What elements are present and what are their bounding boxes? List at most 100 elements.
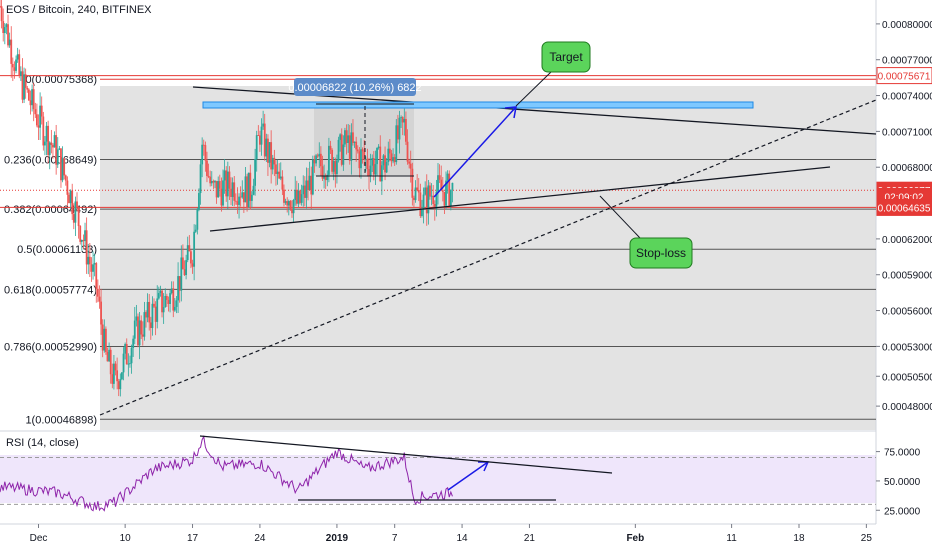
time-axis[interactable]: Dec 10 17 24 2019 7 14 21 Feb 11 18 25 bbox=[30, 524, 873, 544]
candle-body bbox=[278, 171, 281, 179]
target-callout[interactable]: Target bbox=[515, 41, 591, 107]
candle-body bbox=[348, 135, 351, 161]
candle-body bbox=[222, 180, 224, 206]
candle-body bbox=[355, 141, 358, 150]
target-callout-label: Target bbox=[549, 50, 583, 64]
candle-body bbox=[66, 180, 69, 195]
candle-body bbox=[162, 307, 165, 313]
time-tick-label: 7 bbox=[392, 533, 398, 544]
candle-body bbox=[206, 160, 208, 176]
candle-body bbox=[100, 301, 102, 325]
candle-body bbox=[8, 39, 11, 46]
target-callout-box bbox=[541, 41, 591, 73]
candle-body bbox=[347, 135, 350, 143]
price-badge-label: 02:09:02 bbox=[885, 192, 924, 203]
candle-body bbox=[188, 245, 191, 252]
candle-body bbox=[328, 145, 330, 175]
candle-body bbox=[48, 142, 51, 156]
candle-body bbox=[121, 372, 123, 380]
candle-body bbox=[249, 172, 252, 201]
candle-body bbox=[210, 181, 213, 184]
candle-body bbox=[0, 6, 3, 22]
candle-body bbox=[191, 263, 194, 267]
candle-body bbox=[414, 187, 417, 201]
candle-body bbox=[119, 379, 122, 390]
time-tick-label: 24 bbox=[254, 533, 266, 544]
candle-body bbox=[310, 175, 313, 195]
candle-body bbox=[311, 159, 314, 195]
candle-body bbox=[23, 74, 25, 100]
target-zone[interactable] bbox=[202, 101, 754, 109]
time-tick-label: 2019 bbox=[326, 533, 349, 544]
candle-body bbox=[284, 201, 287, 203]
candle-body bbox=[419, 192, 422, 216]
time-tick-label: 21 bbox=[524, 533, 536, 544]
candle-body bbox=[392, 157, 394, 162]
candle-body bbox=[109, 349, 112, 375]
candle-body bbox=[194, 229, 197, 232]
candle-body bbox=[154, 306, 157, 322]
candle-body bbox=[271, 157, 274, 170]
candle-body bbox=[193, 231, 196, 267]
stop-loss-callout-label: Stop-loss bbox=[636, 246, 686, 260]
candle-body bbox=[252, 185, 255, 195]
candle-body bbox=[376, 147, 378, 165]
candle-body bbox=[387, 148, 390, 162]
candle-body bbox=[259, 135, 261, 145]
candle-body bbox=[56, 149, 59, 165]
candle-body bbox=[68, 194, 70, 204]
target-callout-pointer bbox=[515, 71, 552, 107]
candle-body bbox=[106, 351, 109, 362]
candle-body bbox=[96, 288, 99, 297]
price-axis[interactable]: 0.00080000 0.00077000 0.00074000 0.00071000… bbox=[876, 20, 932, 413]
candle-body bbox=[93, 263, 96, 265]
candle-body bbox=[132, 338, 135, 348]
candle-body bbox=[385, 161, 388, 173]
candle-body bbox=[313, 159, 316, 164]
candle-body bbox=[361, 149, 364, 152]
price-badge bbox=[876, 198, 932, 216]
candle-body bbox=[175, 300, 178, 307]
candle-body bbox=[146, 301, 149, 318]
candle-body bbox=[214, 180, 216, 183]
candle-body bbox=[295, 189, 298, 204]
support-trendline[interactable] bbox=[209, 166, 831, 232]
candle-body bbox=[190, 251, 192, 264]
candle-body bbox=[435, 191, 438, 209]
rsi-line bbox=[0, 435, 453, 512]
candle-body bbox=[377, 146, 380, 148]
fib-label: 0.5(0.00061133) bbox=[17, 244, 97, 256]
fib-label: 0(0.00075368) bbox=[25, 74, 97, 86]
stop-loss-callout[interactable]: Stop-loss bbox=[599, 195, 693, 269]
candles bbox=[0, 0, 454, 397]
candle-body bbox=[379, 146, 382, 182]
price-tick-label: 0.00068000 bbox=[882, 163, 932, 174]
rsi-axis[interactable]: 75.0000 50.0000 25.0000 bbox=[876, 448, 921, 518]
candle-body bbox=[345, 130, 348, 143]
candle-body bbox=[369, 165, 372, 177]
candle-body bbox=[71, 190, 74, 215]
candle-body bbox=[95, 263, 98, 289]
candle-body bbox=[133, 320, 136, 339]
candle-body bbox=[287, 201, 290, 206]
candle-body bbox=[395, 125, 398, 163]
candle-body bbox=[382, 155, 385, 166]
candle-body bbox=[260, 126, 263, 145]
candle-body bbox=[350, 132, 353, 161]
price-tick-label: 0.00080000 bbox=[882, 20, 932, 31]
candle-body bbox=[417, 189, 420, 193]
price-tick-label: 0.00077000 bbox=[882, 56, 932, 67]
candle-body bbox=[26, 87, 29, 90]
candle-body bbox=[326, 174, 329, 181]
candle-body bbox=[207, 175, 210, 177]
candle-body bbox=[405, 118, 407, 142]
candle-body bbox=[449, 189, 452, 206]
fib-label: 1(0.00046898) bbox=[25, 414, 97, 426]
candle-body bbox=[186, 245, 189, 261]
candle-body bbox=[161, 290, 163, 313]
candle-body bbox=[263, 123, 266, 157]
candle-body bbox=[185, 260, 188, 276]
candle-body bbox=[374, 164, 377, 175]
